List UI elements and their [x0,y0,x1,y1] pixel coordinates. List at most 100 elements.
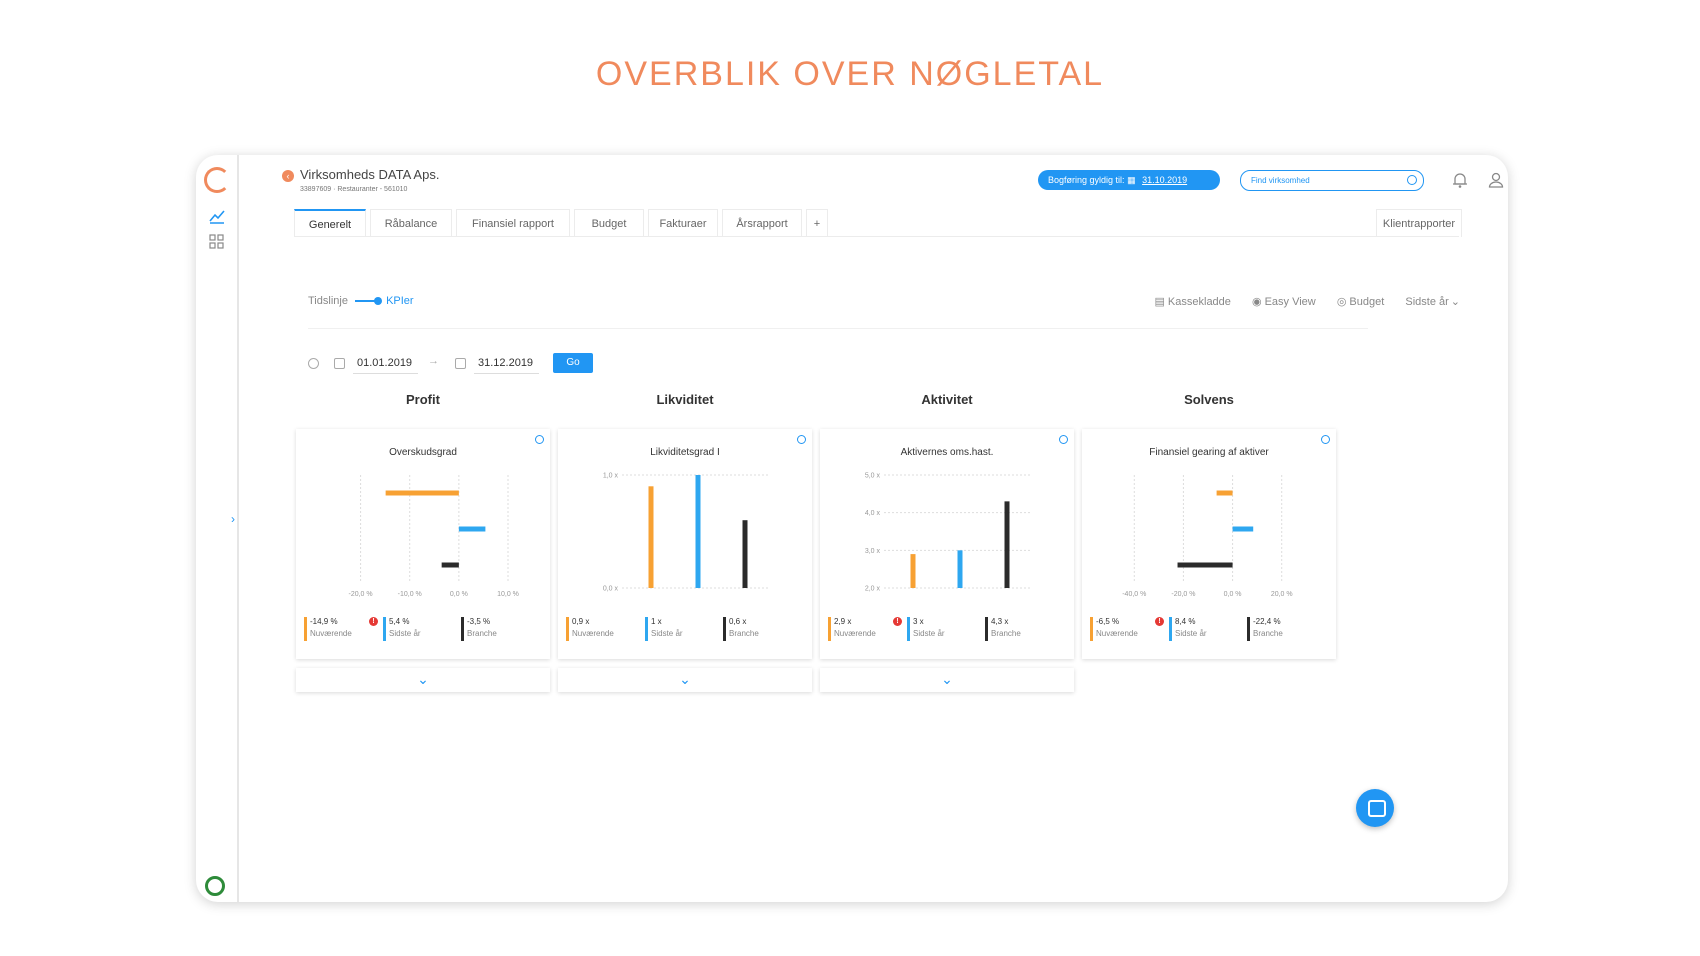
kpi-card: Overskudsgrad -20,0 % -10,0 % 0,0 % 10,0 % -1… [296,429,550,659]
bar-2 [1177,562,1233,568]
back-icon[interactable]: ‹ [282,170,294,182]
divider [308,328,1368,329]
tick-label: -20,0 % [1171,591,1195,598]
tab-budget[interactable]: Budget [574,209,644,237]
bar-2 [742,520,748,588]
legend-label: Sidste år [651,629,683,638]
calendar-from-icon[interactable] [334,358,345,369]
legend-item: 0,9 x Nuværende [566,617,614,643]
tab-arsrapport[interactable]: Årsrapport [722,209,802,237]
category-profit: Profit [406,392,440,407]
expand-likviditet-button[interactable]: ⌄ [558,668,812,692]
legend-label: Nuværende [572,629,614,638]
expand-aktivitet-button[interactable]: ⌄ [820,668,1074,692]
tab-finansiel-rapport[interactable]: Finansiel rapport [456,209,570,237]
kpi-card-title: Overskudsgrad [389,447,457,458]
kpi-chart: 0,0 x 1,0 x [603,473,768,593]
option-budget[interactable]: Budget [1349,296,1385,308]
date-from-input[interactable]: 01.01.2019 [357,357,413,369]
calendar-icon: ▦ [1127,175,1136,185]
legend-value: 8,4 % [1175,617,1196,626]
legend-item: -3,5 % Branche [461,617,497,643]
kpi-legend: 2,9 x Nuværende! 3 x Sidste år 4,3 x Branche [828,617,1068,643]
search-input[interactable]: Find virksomhed [1240,170,1424,191]
kpi-card: Aktivernes oms.hast. 2,0 x 3,0 x 4,0 x 5,0 x… [820,429,1074,659]
warning-icon[interactable]: ! [1155,617,1164,626]
chevron-down-icon: ⌄ [679,671,691,687]
kpi-legend: -14,9 % Nuværende! 5,4 % Sidste år -3,5 % Bra… [304,617,544,643]
info-icon[interactable] [797,435,806,444]
kpi-chart: 2,0 x 3,0 x 4,0 x 5,0 x [865,473,1030,593]
tick-label: 1,0 x [603,473,619,480]
chat-button[interactable] [1356,789,1394,827]
search-icon[interactable] [1407,175,1417,185]
legend-swatch [828,617,831,641]
period-select[interactable]: Sidste år [1405,296,1449,308]
go-button[interactable]: Go [553,353,593,373]
chevron-down-icon: ⌄ [417,671,429,687]
tab-add[interactable]: + [806,209,828,237]
toggle-left-label: Tidslinje [308,295,348,307]
chart-icon[interactable] [208,207,226,225]
kpi-card-title: Likviditetsgrad I [650,447,720,458]
booking-date[interactable]: 31.10.2019 [1142,175,1188,185]
kpi-card-title: Aktivernes oms.hast. [900,447,994,458]
legend-item: -14,9 % Nuværende [304,617,352,643]
info-icon[interactable] [535,435,544,444]
tick-label: -40,0 % [1122,591,1146,598]
tab-generelt[interactable]: Generelt [294,209,366,237]
warning-icon[interactable]: ! [893,617,902,626]
eye-icon: ◉ [1251,296,1262,308]
tab-klientrapporter[interactable]: Klientrapporter [1376,209,1462,237]
bell-icon[interactable] [1452,171,1468,189]
bar-0 [648,486,654,588]
tick-label: 5,0 x [865,473,881,480]
legend-item: -22,4 % Branche [1247,617,1283,643]
tab-fakturaer[interactable]: Fakturaer [648,209,718,237]
legend-value: -14,9 % [310,617,338,626]
bar-0 [1216,490,1233,496]
legend-value: 5,4 % [389,617,410,626]
chevron-right-icon[interactable]: › [231,512,235,526]
legend-swatch [907,617,910,641]
expand-profit-button[interactable]: ⌄ [296,668,550,692]
option-easy-view[interactable]: Easy View [1264,296,1316,308]
legend-swatch [1090,617,1093,641]
date-to-input[interactable]: 31.12.2019 [478,357,534,369]
legend-swatch [723,617,726,641]
chevron-down-icon[interactable]: ⌄ [1450,296,1460,308]
legend-swatch [1247,617,1250,641]
tick-label: 4,0 x [865,510,881,517]
legend-label: Nuværende [834,629,876,638]
legend-value: 3 x [913,617,924,626]
tick-label: -20,0 % [349,591,373,598]
calendar-to-icon[interactable] [455,358,466,369]
option-kassekladde[interactable]: Kassekladde [1167,296,1231,308]
budget-icon: ◎ [1336,296,1347,308]
tick-label: 0,0 % [450,591,468,598]
legend-item: 3 x Sidste år [907,617,945,643]
legend-item: 2,9 x Nuværende [828,617,876,643]
legend-item: 0,6 x Branche [723,617,759,643]
kassekladde-icon: ▤ [1154,296,1165,308]
bar-2 [441,562,459,568]
tab-rabalance[interactable]: Råbalance [370,209,452,237]
warning-icon[interactable]: ! [369,617,378,626]
logo-icon[interactable] [204,167,230,193]
legend-item: -6,5 % Nuværende [1090,617,1138,643]
booking-badge[interactable]: Bogføring gyldig til: ▦ 31.10.2019 [1038,170,1220,190]
info-icon[interactable] [1059,435,1068,444]
kpi-legend: -6,5 % Nuværende! 8,4 % Sidste år -22,4 % Bra… [1090,617,1330,643]
view-toggle[interactable]: Tidslinje KPIer [308,295,414,307]
legend-label: Branche [467,629,497,638]
kpi-card: Finansiel gearing af aktiver -40,0 % -20,0… [1082,429,1336,659]
grid-icon[interactable] [208,233,226,251]
kpi-chart: -20,0 % -10,0 % 0,0 % 10,0 % [349,475,519,598]
history-icon[interactable] [308,358,319,369]
user-icon[interactable] [1488,171,1504,189]
toggle-switch[interactable] [355,297,383,306]
category-solvens: Solvens [1184,392,1234,407]
tick-label: 2,0 x [865,586,881,593]
info-icon[interactable] [1321,435,1330,444]
tab-divider [294,236,1459,237]
